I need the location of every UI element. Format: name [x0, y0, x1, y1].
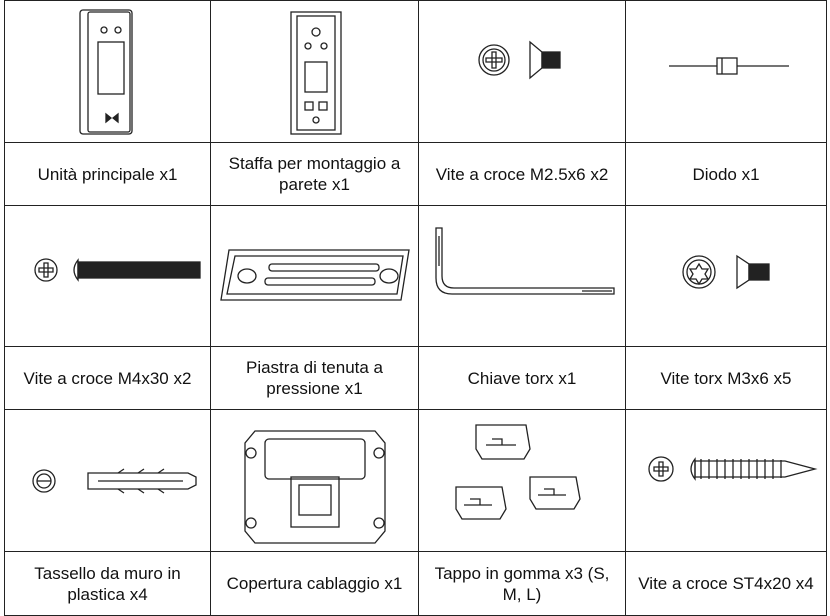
item-label: Vite torx M3x6 x5: [625, 346, 827, 410]
diode-image: [668, 56, 789, 75]
image-cell: [418, 0, 626, 143]
wall-plug-image: [31, 467, 197, 494]
image-cell: [625, 0, 827, 143]
item-label: Copertura cablaggio x1: [210, 551, 419, 616]
torx-screw-image: [681, 254, 770, 290]
image-cell: [4, 409, 211, 552]
item-label: Vite a croce M4x30 x2: [4, 346, 211, 410]
screw-m4-image: [33, 258, 201, 282]
image-cell: [210, 409, 419, 552]
item-label: Chiave torx x1: [418, 346, 626, 410]
main-unit-image: [78, 8, 133, 135]
item-label: Piastra di tenuta a pressione x1: [210, 346, 419, 410]
image-cell: [210, 0, 419, 143]
bracket-image: [289, 10, 342, 135]
item-label: Vite a croce ST4x20 x4: [625, 551, 827, 616]
item-label: Vite a croce M2.5x6 x2: [418, 142, 626, 206]
item-label: Tappo in gomma x3 (S, M, L): [418, 551, 626, 616]
image-cell: [210, 205, 419, 347]
item-label: Diodo x1: [625, 142, 827, 206]
image-cell: [625, 205, 827, 347]
image-cell: [4, 205, 211, 347]
rubber-caps-image: [455, 423, 581, 520]
contents-table: Unità principale x1 Staffa per montaggio…: [4, 0, 827, 616]
cable-cover-image: [243, 429, 386, 544]
image-cell: [418, 205, 626, 347]
plate-image: [219, 249, 410, 301]
item-label: Unità principale x1: [4, 142, 211, 206]
image-cell: [625, 409, 827, 552]
item-label: Tassello da muro in plastica x4: [4, 551, 211, 616]
screw-st4-image: [647, 455, 818, 482]
screw-m25-image: [478, 40, 561, 79]
image-cell: [4, 0, 211, 143]
image-cell: [418, 409, 626, 552]
item-label: Staffa per montaggio a parete x1: [210, 142, 419, 206]
torx-key-image: [435, 227, 615, 295]
